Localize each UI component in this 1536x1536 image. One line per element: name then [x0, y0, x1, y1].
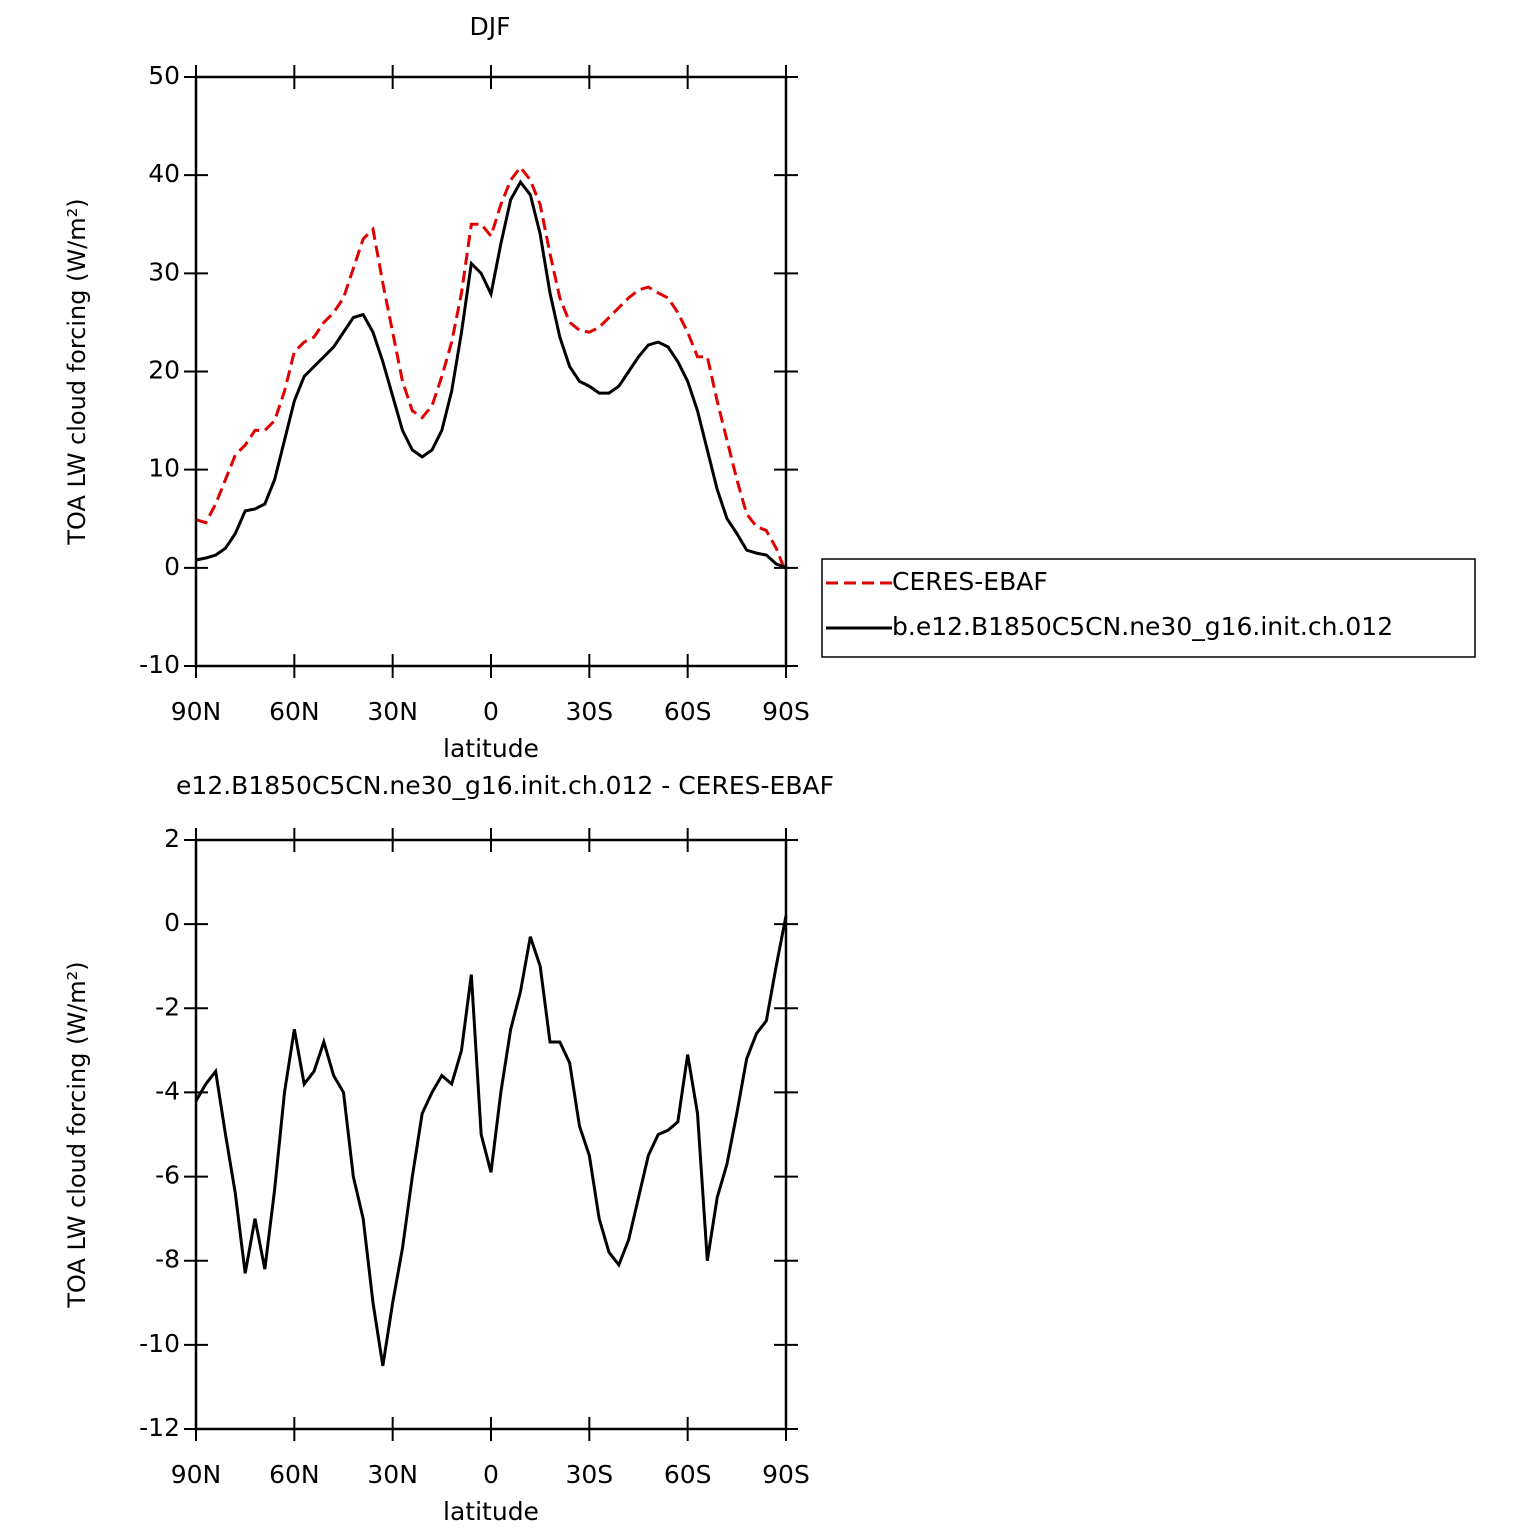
- x-tick-label: 90S: [762, 697, 810, 726]
- y-tick-label: 0: [164, 908, 180, 937]
- x-tick-label: 60S: [664, 1460, 712, 1489]
- chart-title: DJF: [469, 12, 510, 41]
- y-axis-label: TOA LW cloud forcing (W/m²): [63, 961, 91, 1308]
- y-tick-label: -6: [155, 1161, 180, 1190]
- x-tick-label: 60N: [269, 1460, 320, 1489]
- x-tick-label: 90N: [171, 697, 222, 726]
- x-tick-label: 30S: [565, 1460, 613, 1489]
- y-tick-label: 20: [148, 356, 180, 385]
- y-tick-label: 2: [164, 824, 180, 853]
- x-tick-label: 60S: [664, 697, 712, 726]
- y-tick-label: 10: [148, 454, 180, 483]
- legend-label: b.e12.B1850C5CN.ne30_g16.init.ch.012: [892, 612, 1393, 641]
- y-axis-label: TOA LW cloud forcing (W/m²): [63, 198, 91, 545]
- x-tick-label: 30N: [367, 697, 418, 726]
- x-tick-label: 90S: [762, 1460, 810, 1489]
- x-tick-label: 90N: [171, 1460, 222, 1489]
- x-tick-label: 30S: [565, 697, 613, 726]
- x-tick-label: 0: [483, 697, 499, 726]
- chart-title: e12.B1850C5CN.ne30_g16.init.ch.012 - CER…: [176, 771, 834, 800]
- y-tick-label: 30: [148, 257, 180, 286]
- data-line: [195, 164, 788, 574]
- legend-box: [821, 558, 1476, 658]
- legend-label: CERES-EBAF: [892, 567, 1048, 596]
- y-tick-label: 0: [164, 552, 180, 581]
- y-tick-label: -4: [155, 1076, 180, 1105]
- data-line: [194, 915, 788, 1367]
- x-tick-label: 0: [483, 1460, 499, 1489]
- x-axis-label: latitude: [443, 734, 539, 763]
- x-tick-label: 30N: [367, 1460, 418, 1489]
- x-axis-label: latitude: [443, 1497, 539, 1526]
- y-tick-label: 50: [148, 61, 180, 90]
- y-tick-label: -10: [139, 650, 180, 679]
- y-tick-label: -8: [155, 1245, 180, 1274]
- plot-frame: [194, 75, 788, 668]
- y-tick-label: -10: [139, 1329, 180, 1358]
- data-line: [195, 179, 787, 570]
- y-tick-label: -2: [155, 992, 180, 1021]
- y-tick-label: -12: [139, 1413, 180, 1442]
- x-tick-label: 60N: [269, 697, 320, 726]
- plot-frame: [194, 838, 788, 1431]
- y-tick-label: 40: [148, 159, 180, 188]
